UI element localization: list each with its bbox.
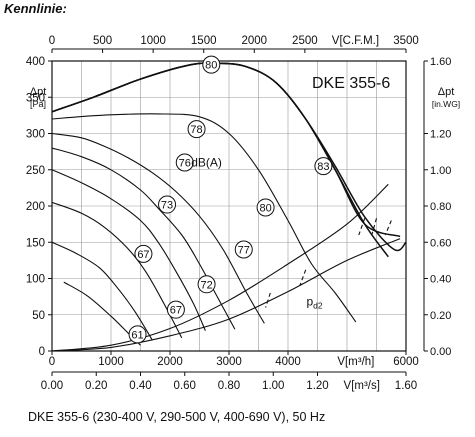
right-axis-tick-label: 0.80 [430, 201, 451, 213]
curve-annotation: pd2 [306, 295, 322, 311]
y-tick-label: 0 [39, 346, 45, 358]
right-axis-tick-label: 0.60 [430, 237, 451, 249]
y-tick-label: 400 [26, 56, 45, 68]
top-axis-tick-label: 500 [93, 35, 112, 47]
x-tick-label: 3000 [216, 356, 242, 368]
chart-title: DKE 355-6 [312, 75, 390, 92]
sound-level-label: 72 [200, 279, 212, 291]
y-tick-label: 350 [26, 92, 45, 104]
sound-level-label: 80 [205, 60, 217, 72]
x-tick-label: 2000 [157, 356, 183, 368]
system-curve [52, 238, 401, 351]
y-tick-label: 150 [26, 237, 45, 249]
sound-level-marker [187, 120, 206, 139]
bottom-axis-label: V[m³/s] [344, 380, 380, 392]
annotation-subscript: d2 [313, 301, 323, 311]
page-heading: Kennlinie: [4, 1, 67, 16]
sound-level-label: 83 [317, 161, 329, 173]
fan-curve [52, 62, 406, 252]
right-axis-tick-label: 0.20 [430, 310, 451, 322]
sound-level-marker [197, 275, 216, 294]
curve-labels: 80 78 76 dB(A) 83 73 80 77 67 72 67 61 pd2 [128, 55, 333, 344]
bottom-axis-tick-label: 0.80 [218, 380, 240, 392]
bottom-axis-tick-label: 1.60 [395, 380, 417, 392]
x-tick-label: 0 [49, 356, 55, 368]
bottom-axis-tick-label: 0.00 [41, 380, 63, 392]
right-axis-tick-label: 1.00 [430, 165, 451, 177]
chart-curves [52, 62, 406, 351]
top-axis-tick-label: 0 [49, 35, 55, 47]
right-axis-unit: [in.WG] [432, 99, 460, 109]
efficiency-curve [52, 132, 265, 324]
top-axis-tick-label: 3500 [393, 35, 419, 47]
efficiency-curve [52, 113, 357, 323]
dashed-curve [384, 220, 392, 236]
sound-level-label: 73 [161, 200, 173, 212]
efficiency-curve [52, 201, 183, 339]
y-tick-label: 200 [26, 201, 45, 213]
chart-caption: DKE 355-6 (230-400 V, 290-500 V, 400-690… [28, 410, 326, 424]
efficiency-curve [52, 169, 206, 331]
dashed-curve [299, 269, 307, 286]
right-axis-tick-label: 0.00 [430, 346, 451, 358]
top-axis-tick-label: 1500 [191, 35, 217, 47]
y-axis-label: Δpt [30, 86, 47, 98]
right-axis-tick-label: 0.40 [430, 274, 451, 286]
sound-level-marker [134, 244, 153, 263]
y-axis-unit: [Pa] [30, 99, 46, 109]
top-axis-label: V[C.F.M.] [332, 35, 379, 47]
top-axis-tick-label: 2000 [241, 35, 267, 47]
top-axis-tick-label: 2500 [292, 35, 318, 47]
right-axis-tick-label: 1.20 [430, 129, 451, 141]
curve-annotation: dB(A) [191, 156, 222, 170]
x-tick-label: 6000 [393, 356, 419, 368]
bottom-axis-tick-label: 0.40 [129, 380, 151, 392]
sound-level-marker [202, 55, 221, 74]
x-tick-label: 1000 [98, 356, 124, 368]
y-tick-label: 300 [26, 129, 45, 141]
x-tick-label: 4000 [275, 356, 301, 368]
sound-level-label: 80 [259, 202, 271, 214]
bottom-axis-tick-label: 1.20 [306, 380, 328, 392]
sound-level-marker [175, 153, 194, 172]
dashed-curve [358, 218, 366, 236]
sound-level-marker [234, 240, 253, 259]
bottom-axis-tick-label: 1.00 [262, 380, 284, 392]
sound-level-label: 67 [170, 305, 182, 317]
sound-level-label: 77 [238, 245, 250, 257]
top-axis-tick-label: 1000 [140, 35, 166, 47]
sound-level-marker [158, 195, 177, 214]
efficiency-curve [52, 241, 153, 341]
dashed-curve [265, 292, 271, 308]
right-axis-label: Δpt [438, 86, 455, 98]
sound-level-marker [128, 325, 147, 344]
sound-level-marker [314, 157, 333, 176]
sound-level-label: 67 [137, 249, 149, 261]
sound-level-marker [166, 300, 185, 319]
y-tick-label: 250 [26, 165, 45, 177]
y-tick-label: 50 [32, 310, 45, 322]
efficiency-curve [52, 147, 236, 330]
system-curve [52, 183, 389, 351]
sound-level-marker [256, 198, 275, 217]
x-axis-label: V[m³/h] [337, 356, 374, 368]
sound-level-label: 61 [131, 329, 143, 341]
dashed-curve [371, 218, 378, 236]
right-axis-tick-label: 1.60 [430, 56, 451, 68]
sound-level-label: 78 [190, 124, 202, 136]
y-tick-label: 100 [26, 274, 45, 286]
sound-level-label: 76 [179, 158, 191, 170]
bottom-axis-tick-label: 0.20 [85, 380, 107, 392]
bottom-axis-tick-label: 0.60 [174, 380, 196, 392]
